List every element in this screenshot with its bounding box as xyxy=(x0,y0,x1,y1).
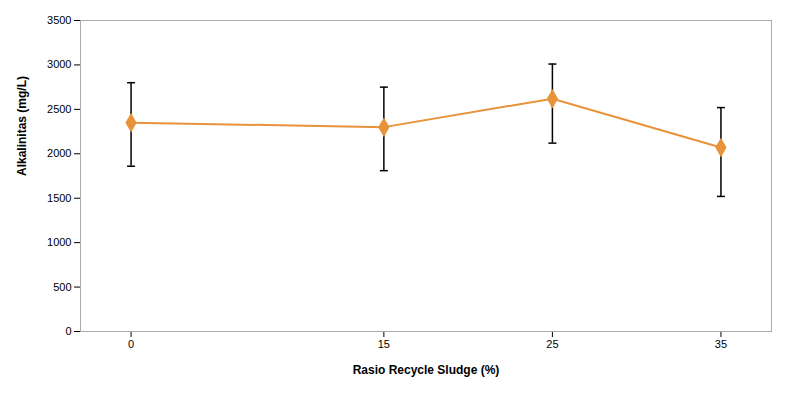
svg-text:15: 15 xyxy=(378,338,390,350)
svg-text:0: 0 xyxy=(65,325,71,337)
svg-text:25: 25 xyxy=(546,338,558,350)
svg-text:3500: 3500 xyxy=(47,14,71,26)
svg-text:Alkalinitas (mg/L): Alkalinitas (mg/L) xyxy=(15,76,29,176)
svg-text:1500: 1500 xyxy=(47,192,71,204)
svg-text:2000: 2000 xyxy=(47,147,71,159)
svg-text:3000: 3000 xyxy=(47,58,71,70)
svg-text:500: 500 xyxy=(53,281,71,293)
svg-text:2500: 2500 xyxy=(47,103,71,115)
svg-text:Rasio Recycle Sludge (%): Rasio Recycle Sludge (%) xyxy=(353,363,500,377)
svg-text:1000: 1000 xyxy=(47,236,71,248)
svg-text:0: 0 xyxy=(128,338,134,350)
svg-text:35: 35 xyxy=(715,338,727,350)
